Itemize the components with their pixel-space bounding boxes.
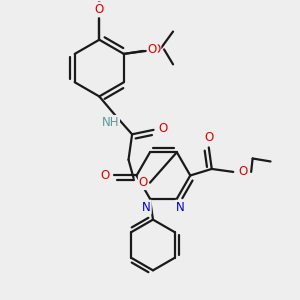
Text: O: O bbox=[204, 131, 213, 144]
Text: O: O bbox=[158, 122, 168, 135]
Text: O: O bbox=[139, 176, 148, 189]
Text: O: O bbox=[95, 3, 104, 16]
Text: O: O bbox=[148, 43, 157, 56]
Text: N: N bbox=[142, 201, 151, 214]
Text: O: O bbox=[100, 169, 109, 182]
Text: O: O bbox=[238, 165, 248, 178]
Text: O: O bbox=[95, 2, 104, 16]
Text: NH: NH bbox=[102, 116, 119, 129]
Text: O: O bbox=[151, 43, 160, 56]
Text: N: N bbox=[176, 201, 185, 214]
